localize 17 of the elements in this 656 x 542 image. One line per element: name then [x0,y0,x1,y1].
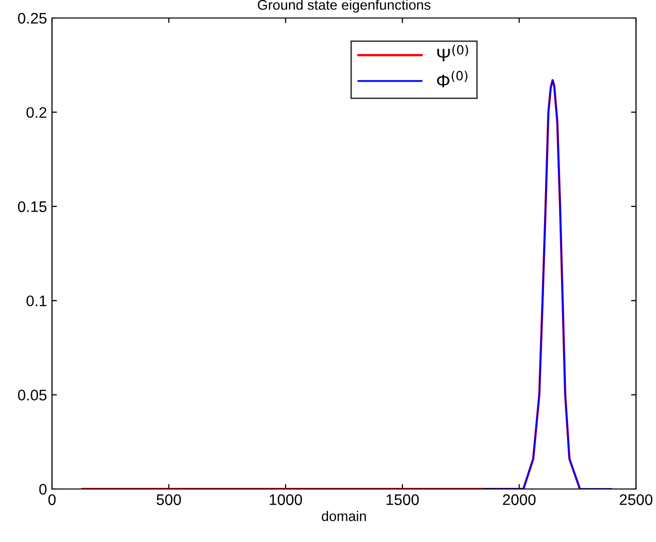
x-tick-label: 2000 [502,494,536,506]
y-tick-label: 0.25 [18,12,46,24]
legend-label: Ψ$^{(0)}$ [437,44,468,62]
x-tick-label: 1500 [386,494,419,506]
legend-label: Φ$^{(0)}$ [437,70,468,88]
y-tick-label: 0.2 [26,107,46,118]
x-tick-label: 1000 [270,494,302,506]
chart-title: Ground state eigenfunctions [258,0,430,13]
y-tick-label: 0.1 [26,295,46,306]
x-tick-label: 2500 [620,494,652,506]
y-tick-label: 0 [39,484,47,495]
x-tick-label: 0 [48,494,56,506]
x-tick-label: 500 [156,494,181,506]
y-tick-label: 0.05 [18,390,46,400]
x-axis-title: domain [322,510,366,522]
y-tick-label: 0.15 [18,201,46,212]
line-series [483,79,612,489]
